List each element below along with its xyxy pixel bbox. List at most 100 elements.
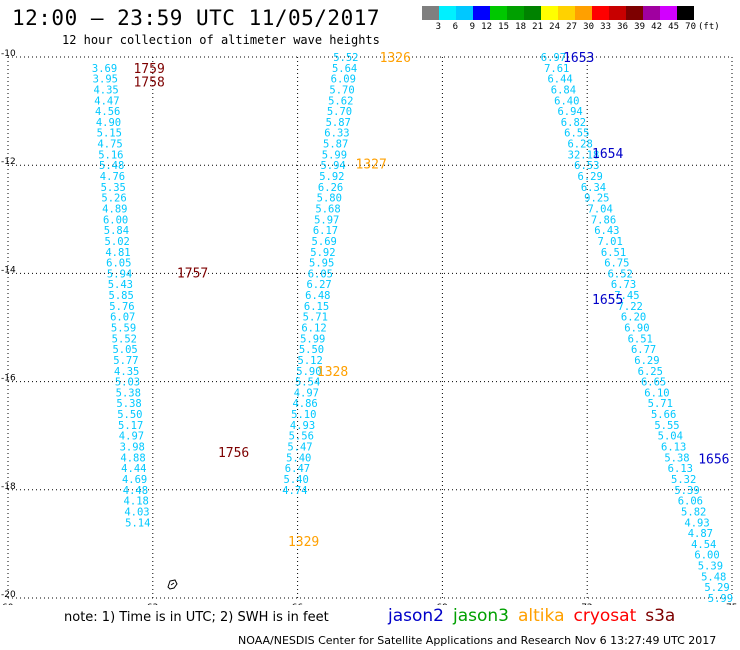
wave-height-value: 5.90 [711,604,736,605]
wave-height-value: 5.14 [125,517,150,529]
wave-height-value: 6.51 [601,247,626,259]
wave-height-value: 5.54 [295,377,320,389]
wave-height-value: 4.81 [105,247,130,259]
pass-time-label: 1757 [177,266,208,281]
wave-height-value: 5.84 [104,225,129,237]
wave-height-value: 5.70 [329,84,354,96]
wave-height-value: 5.40 [284,474,309,486]
wave-height-value: 5.50 [117,409,142,421]
scale-label: 18 [515,22,526,32]
scale-swatch [660,6,677,20]
pass-time-label: 1656 [698,452,729,467]
pass-time-label: 1756 [218,446,249,461]
wave-height-value: 4.76 [100,171,125,183]
wave-height-value: 4.35 [93,84,118,96]
wave-height-value: 6.06 [678,496,703,508]
pass-time-label: 1655 [592,293,623,308]
wave-height-value: 4.44 [121,463,146,475]
lon-tick-label: 63 [147,603,158,605]
wave-height-value: 5.39 [674,485,699,497]
wave-height-value: 4.97 [294,387,319,399]
lon-tick-label: 72 [581,603,592,605]
wave-height-value: 4.35 [114,366,139,378]
wave-height-value: 4.87 [688,528,713,540]
wave-height-value: 5.92 [319,171,344,183]
wave-height-value: 6.55 [564,128,589,140]
wave-height-value: 3.95 [93,74,118,86]
wave-height-value: 6.17 [313,225,338,237]
wave-height-value: 6.84 [551,84,576,96]
wave-height-value: 6.09 [331,74,356,86]
wave-height-value: 4.56 [95,106,120,118]
pass-time-label: 1654 [592,147,623,162]
wave-height-value: 5.92 [310,247,335,259]
wave-height-value: 6.26 [318,182,343,194]
wave-height-value: 6.13 [668,463,693,475]
scale-swatch [490,6,507,20]
wave-height-value: 5.47 [287,442,312,454]
scale-swatch [575,6,592,20]
scale-label: 70 [685,22,696,32]
wave-height-value: 5.87 [323,139,348,151]
wave-height-value: 6.77 [631,344,656,356]
wave-height-value: 5.17 [118,420,143,432]
wave-height-value: 4.54 [691,539,716,551]
wave-height-value: 5.66 [651,409,676,421]
lat-tick-label: -10 [1,49,16,59]
wave-height-value: 5.16 [98,149,123,161]
wave-height-value: 6.43 [594,225,619,237]
satellite-track: 6.977.616.446.846.406.946.826.556.2832.1… [541,52,737,605]
scale-swatch [422,6,439,20]
wave-height-value: 4.93 [684,517,709,529]
wave-height-value: 5.04 [658,431,683,443]
wave-height-value: 6.33 [324,128,349,140]
scale-label: 45 [668,22,679,32]
wave-height-value: 4.89 [102,203,127,215]
wave-height-value: 5.05 [112,344,137,356]
wave-height-value: 6.40 [554,95,579,107]
scale-swatch [677,6,694,20]
wave-height-value: 5.71 [303,312,328,324]
scale-swatch [558,6,575,20]
altimeter-map: -10-12-14-16-18-20606366697275 3.693.954… [1,49,737,605]
wave-height-value: 4.74 [282,485,307,497]
wave-height-value: 5.64 [332,63,357,75]
wave-height-value: 6.48 [305,290,330,302]
lat-tick-label: -20 [1,590,16,600]
wave-height-value: 5.38 [116,387,141,399]
wave-height-value: 5.02 [105,236,130,248]
scale-label: 12 [481,22,492,32]
wave-height-value: 5.99 [300,333,325,345]
wave-height-value: 6.15 [304,301,329,313]
wave-height-value: 6.25 [638,366,663,378]
wave-height-value: 5.71 [648,398,673,410]
scale-swatch [439,6,456,20]
scale-unit: (ft) [698,22,720,32]
lat-tick-label: -18 [1,482,16,492]
wave-height-value: 5.38 [664,452,689,464]
scale-swatch [541,6,558,20]
wave-height-value: 6.94 [557,106,582,118]
wave-height-value: 6.44 [547,74,572,86]
scale-label: 9 [469,22,475,32]
wave-height-value: 4.88 [120,452,145,464]
scale-label: 39 [634,22,645,32]
scale-swatch [524,6,541,20]
lon-tick-label: 69 [436,603,448,605]
wave-height-value: 32.18 [568,149,600,161]
wave-height-value: 5.62 [328,95,353,107]
satellite-legend: jason2 jason3 altika cryosat s3a [388,606,684,626]
wave-height-value: 7.22 [618,301,643,313]
wave-height-value: 5.15 [97,128,122,140]
wave-height-value: 6.20 [621,312,646,324]
pass-time-label: 1329 [288,535,319,550]
wave-height-value: 5.32 [671,474,696,486]
wave-height-value: 5.03 [115,377,140,389]
scale-swatch [507,6,524,20]
wave-height-value: 5.40 [286,452,311,464]
footnote: note: 1) Time is in UTC; 2) SWH is in fe… [64,610,329,625]
wave-height-value: 7.45 [614,290,639,302]
wave-height-value: 4.48 [123,485,148,497]
lon-tick-label: 60 [2,603,14,605]
scale-label: 3 [435,22,441,32]
